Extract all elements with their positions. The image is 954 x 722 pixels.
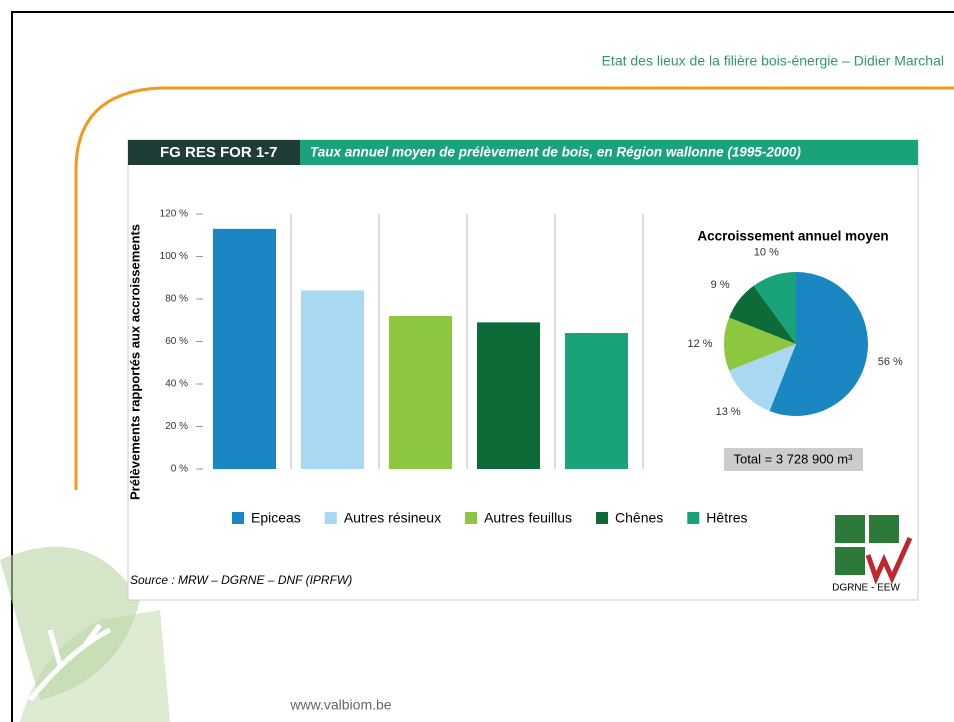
legend-label: Epiceas bbox=[251, 510, 301, 526]
leaf-decoration bbox=[0, 546, 140, 700]
y-tick-label: 60 % bbox=[165, 336, 188, 347]
logo bbox=[835, 515, 913, 585]
y-tick-label: 20 % bbox=[165, 421, 188, 432]
pie-label: 12 % bbox=[687, 338, 712, 350]
bar bbox=[477, 322, 540, 469]
legend-swatch bbox=[687, 512, 700, 524]
y-tick-label: 100 % bbox=[160, 251, 188, 262]
orange-curve bbox=[74, 86, 954, 490]
pie-label: 10 % bbox=[754, 247, 779, 259]
bar bbox=[213, 228, 276, 469]
legend-swatch bbox=[465, 512, 478, 524]
figure-title: Taux annuel moyen de prélèvement de bois… bbox=[310, 145, 801, 160]
pie-slice bbox=[724, 317, 796, 371]
y-tick-label: 80 % bbox=[165, 294, 188, 305]
legend-swatch bbox=[232, 512, 244, 524]
legend-label: Chênes bbox=[615, 510, 663, 526]
logo-square bbox=[835, 547, 865, 575]
pie-label: 13 % bbox=[716, 406, 741, 418]
footer: www.valbiom.be bbox=[289, 697, 391, 713]
logo-square bbox=[869, 515, 899, 543]
legend-label: Autres feuillus bbox=[484, 510, 572, 526]
y-tick-label: 0 % bbox=[171, 464, 188, 475]
legend-label: Hêtres bbox=[706, 510, 747, 526]
figure-title-bg bbox=[300, 140, 918, 165]
bar bbox=[389, 316, 452, 469]
legend-label: Autres résineux bbox=[344, 510, 441, 526]
leaf-stem bbox=[28, 623, 112, 702]
y-tick-label: 120 % bbox=[160, 209, 188, 220]
figure-code: FG RES FOR 1-7 bbox=[160, 144, 278, 161]
pie-label: 9 % bbox=[711, 279, 730, 291]
figure-code-bg bbox=[128, 140, 300, 165]
legend-swatch bbox=[596, 512, 609, 524]
y-axis-label: Prélèvements rapportés aux accroissement… bbox=[127, 224, 142, 500]
pie-label: 56 % bbox=[878, 356, 903, 368]
pie-title: Accroissement annuel moyen bbox=[697, 229, 888, 244]
pie-slice bbox=[753, 272, 796, 344]
legend-swatch bbox=[324, 512, 337, 524]
annotation-box bbox=[724, 448, 863, 471]
bar bbox=[301, 290, 364, 469]
logo-w bbox=[865, 536, 913, 585]
pie-slice bbox=[769, 272, 868, 417]
source: Source : MRW – DGRNE – DNF (IPRFW) bbox=[130, 573, 352, 587]
bar bbox=[565, 333, 628, 469]
pie-slice bbox=[729, 344, 796, 411]
y-tick-label: 40 % bbox=[165, 379, 188, 390]
annotation: Total = 3 728 900 m³ bbox=[734, 451, 854, 466]
logo-text: DGRNE - EEW bbox=[832, 583, 900, 594]
pie-slice bbox=[729, 285, 796, 344]
logo-square bbox=[835, 515, 865, 543]
header: Etat des lieux de la filière bois-énergi… bbox=[602, 53, 944, 69]
slide-frame bbox=[11, 11, 954, 722]
